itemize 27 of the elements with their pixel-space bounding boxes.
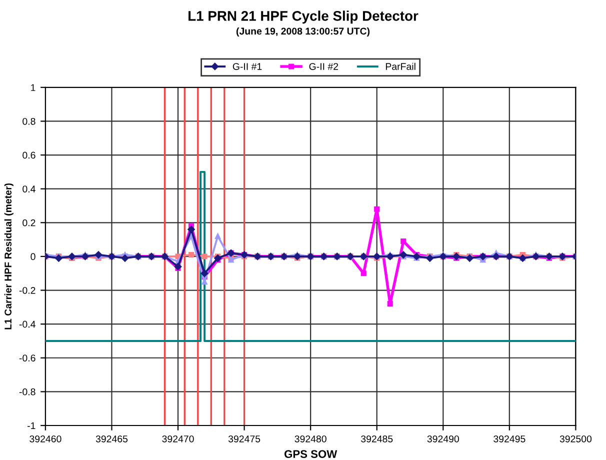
x-tick-label: 392470 [162, 435, 194, 442]
legend-label: G-II #2 [309, 63, 338, 70]
y-tick-label: 0.4 [22, 186, 36, 192]
y-tick-label: -0.6 [19, 354, 36, 362]
y-tick-label: 0.2 [22, 219, 36, 226]
y-axis-title: L1 Carrier HPF Residual (meter) [4, 183, 14, 330]
y-tick-label: 0 [30, 253, 36, 260]
x-tick-label: 392500 [560, 435, 592, 442]
x-tick-label: 392480 [294, 435, 326, 442]
chart-title: L1 PRN 21 HPF Cycle Slip Detector [188, 10, 418, 24]
x-tick-label: 392485 [361, 435, 393, 442]
chart-subtitle: (June 19, 2008 13:00:57 UTC) [236, 27, 370, 37]
x-tick-label: 392465 [96, 435, 128, 442]
x-tick-label: 392460 [30, 435, 62, 442]
x-axis-title: GPS SOW [284, 450, 338, 458]
y-tick-label: -0.2 [19, 286, 36, 294]
y-tick-label: 1 [31, 84, 36, 91]
y-tick-label: -1 [28, 422, 36, 430]
x-tick-label: 392490 [427, 435, 459, 442]
y-tick-label: 0.8 [22, 118, 36, 125]
y-tick-label: 0.6 [22, 152, 36, 159]
x-tick-label: 392495 [494, 435, 526, 442]
legend-label: ParFail [386, 62, 416, 70]
y-tick-label: -0.4 [19, 320, 36, 328]
legend-label: G-II #1 [232, 63, 262, 70]
y-tick-label: -0.8 [19, 388, 36, 396]
x-tick-label: 392475 [228, 435, 260, 442]
